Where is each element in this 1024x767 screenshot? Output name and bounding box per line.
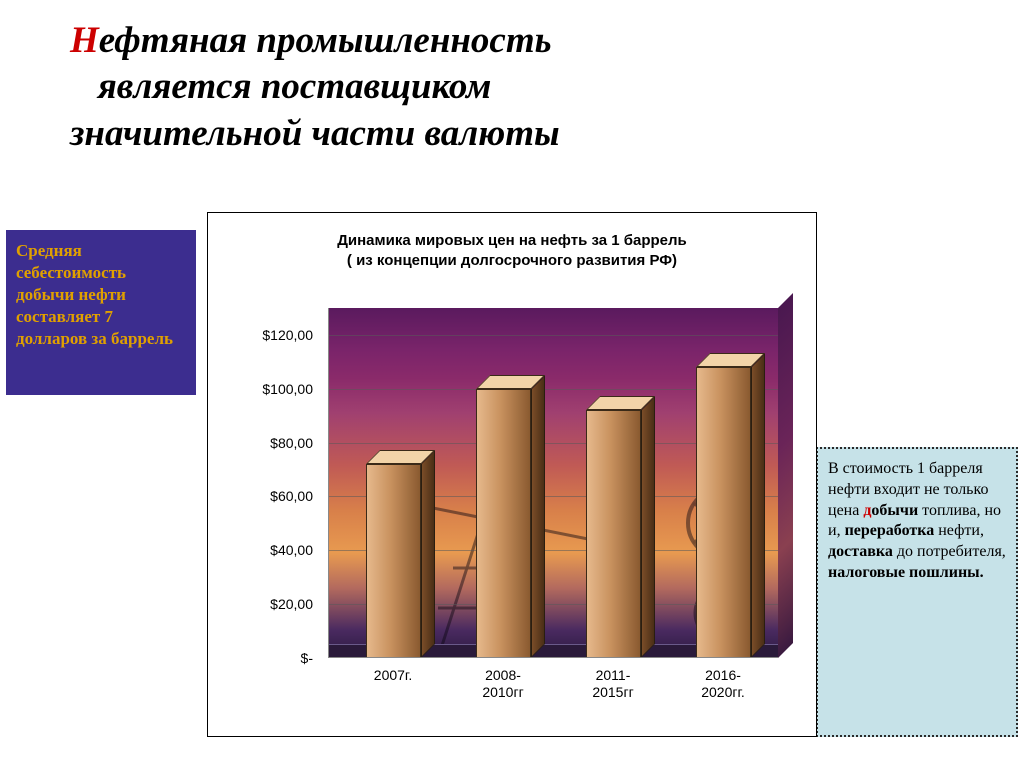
bar [476,389,531,658]
bars-container [328,308,778,658]
x-tick-label: 2007г. [351,667,436,684]
x-axis: 2007г. 2008-2010гг 2011-2015гг 2016-2020гг. [328,661,778,721]
chart-title: Динамика мировых цен на нефть за 1 барре… [208,231,816,270]
y-tick-label: $100,00 [262,381,313,397]
plot-area [328,308,778,658]
x-tick-label: 2008-2010гг [461,667,546,701]
x-tick-label: 2016-2020гг. [681,667,766,701]
oil-price-chart: Динамика мировых цен на нефть за 1 барре… [207,212,817,737]
bar [696,367,751,658]
bar [586,410,641,658]
bar [366,464,421,658]
x-tick-label: 2011-2015гг [571,667,656,701]
bar-front [366,464,421,658]
y-tick-label: $60,00 [270,488,313,504]
chart-title-line1: Динамика мировых цен на нефть за 1 барре… [337,232,687,249]
right-note-box: В стоимость 1 барреля нефти входит не то… [816,447,1018,737]
y-tick-label: $20,00 [270,596,313,612]
y-tick-label: $- [301,650,313,666]
bar-front [586,410,641,658]
left-note-box: Средняя себестоимость добычи нефти соста… [6,230,196,395]
bar-side [531,375,545,658]
y-tick-label: $40,00 [270,542,313,558]
bar-side [641,396,655,658]
bar-side [751,353,765,658]
y-axis: $-$20,00$40,00$60,00$80,00$100,00$120,00 [208,308,323,658]
chart-title-line2: ( из концепции долгосрочного развития РФ… [347,252,677,269]
bar-front [476,389,531,658]
bar-front [696,367,751,658]
plot-backwall-right [778,293,793,658]
page-title: Нефтяная промышленность является поставщ… [70,18,954,157]
bar-side [421,450,435,658]
y-tick-label: $80,00 [270,435,313,451]
y-tick-label: $120,00 [262,327,313,343]
